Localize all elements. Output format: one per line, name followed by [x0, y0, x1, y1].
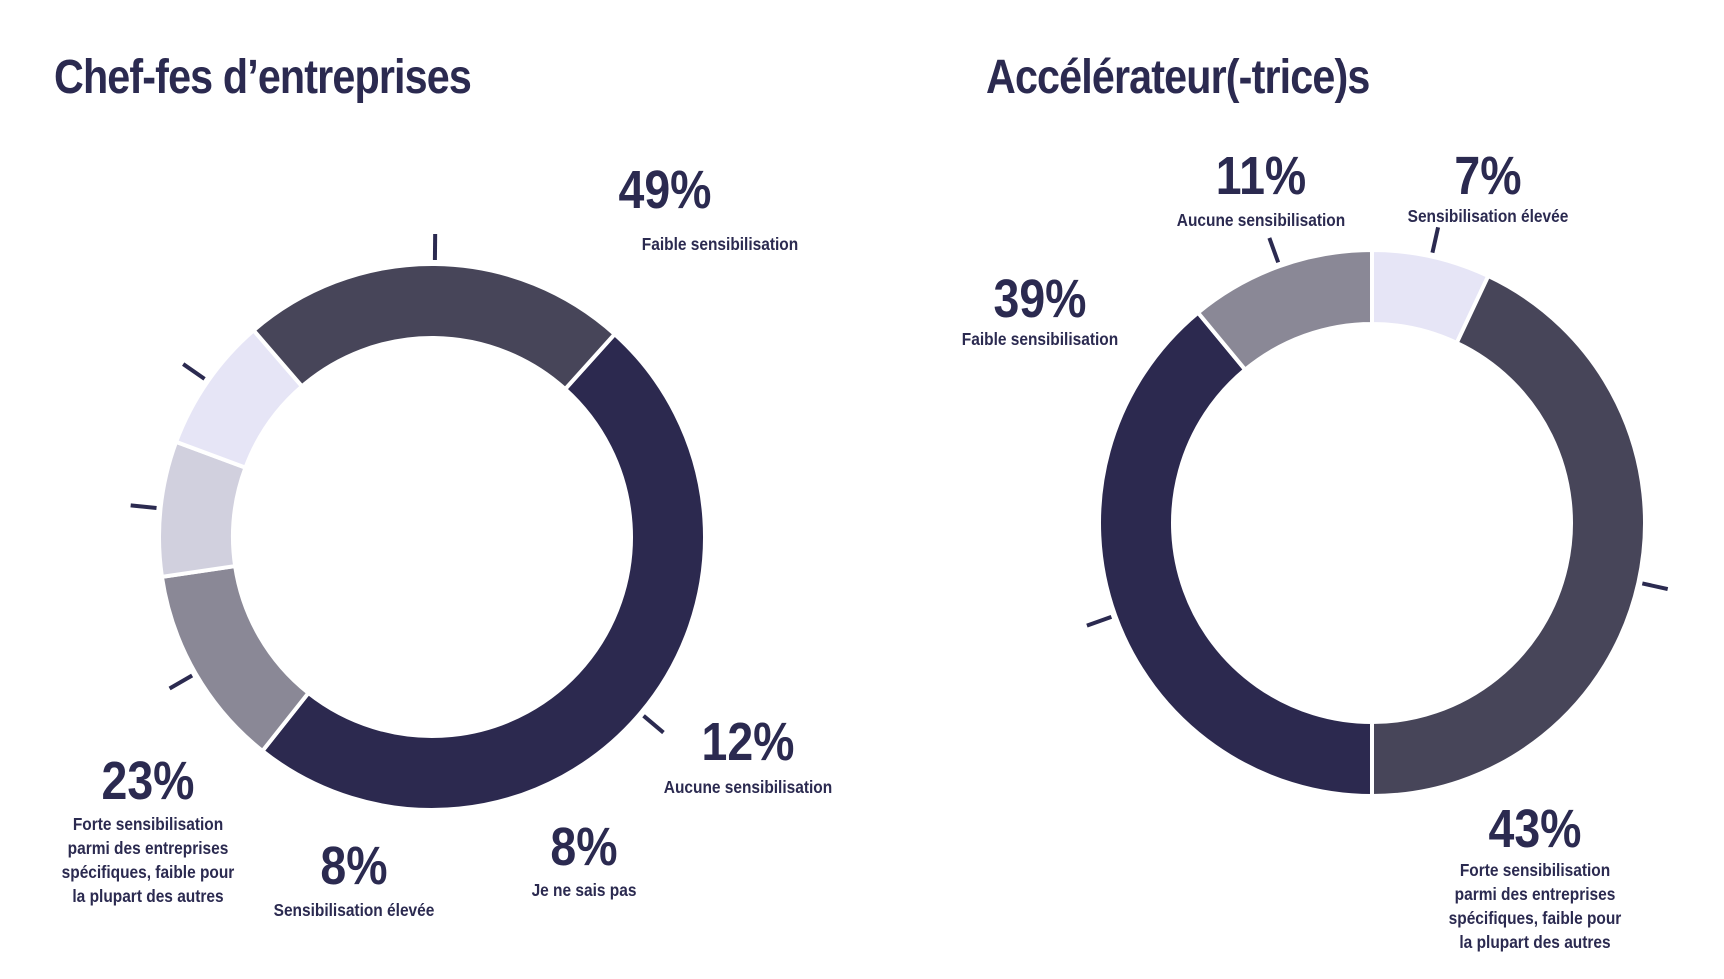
leader-line-chefs-je-ne	[130, 503, 157, 511]
category-label-accelerateurs-faible-sensibilisation: Faible sensibilisation	[962, 329, 1118, 349]
donut-chart-accelerateurs: 7%Sensibilisation élevée 43%Forte sensibi…	[962, 145, 1669, 952]
value-label-accelerateurs-forte-sensibilisation: 43%	[1489, 798, 1582, 859]
value-label-accelerateurs-aucune-sensibilisation: 11%	[1216, 145, 1306, 206]
value-label-accelerateurs-faible-sensibilisation: 39%	[994, 268, 1087, 329]
category-label-chefs-forte-sensibilisation: Forte sensibilisation	[73, 814, 223, 834]
category-label-chefs-faible-sensibilisation: Faible sensibilisation	[642, 234, 798, 254]
slice-accelerateurs-aucune-sensibilisation	[1195, 247, 1374, 373]
leader-line-accelerateurs-forte-sensibilisation	[1641, 581, 1669, 592]
slice-chefs-aucune-sensibilisation	[159, 563, 312, 754]
category-label-accelerateurs-aucune-sensibilisation: Aucune sensibilisation	[1177, 210, 1345, 230]
value-label-chefs-forte-sensibilisation: 23%	[102, 750, 195, 811]
category-label-accelerateurs-forte-sensibilisation: parmi des entreprises	[1455, 884, 1616, 904]
value-label-chefs-faible-sensibilisation: 49%	[619, 159, 712, 220]
slice-accelerateurs-forte-sensibilisation	[1370, 273, 1647, 799]
category-label-chefs-forte-sensibilisation: parmi des entreprises	[68, 838, 229, 858]
category-label-chefs-forte-sensibilisation: spécifiques, faible pour	[62, 862, 235, 882]
leader-line-accelerateurs-sensibilisation-elevee	[1430, 226, 1441, 254]
value-label-accelerateurs-sensibilisation-elevee: 7%	[1454, 145, 1521, 206]
category-label-chefs-je-ne: Je ne sais pas	[532, 880, 637, 900]
category-label-chefs-forte-sensibilisation: la plupart des autres	[72, 886, 223, 906]
category-label-chefs-sensibilisation-elevee: Sensibilisation élevée	[274, 900, 435, 920]
slice-accelerateurs-faible-sensibilisation	[1097, 309, 1374, 799]
leader-line-accelerateurs-aucune-sensibilisation	[1267, 237, 1281, 264]
chart-title-accelerateurs: Accélérateur(-trice)s	[986, 51, 1370, 104]
leader-line-chefs-faible-sensibilisation	[642, 714, 665, 735]
leader-line-chefs-sensibilisation-elevee	[182, 362, 206, 381]
category-label-accelerateurs-sensibilisation-elevee: Sensibilisation élevée	[1408, 206, 1569, 226]
slice-chefs-forte-sensibilisation	[250, 262, 618, 392]
value-label-chefs-aucune-sensibilisation: 12%	[702, 711, 795, 772]
chart-title-chefs: Chef-fes d’entreprises	[54, 51, 472, 104]
value-label-chefs-sensibilisation-elevee: 8%	[320, 835, 387, 896]
leader-line-chefs-aucune-sensibilisation	[168, 673, 194, 691]
value-label-chefs-je-ne: 8%	[550, 816, 617, 877]
category-label-accelerateurs-forte-sensibilisation: Forte sensibilisation	[1460, 860, 1610, 880]
slice-chefs-faible-sensibilisation	[259, 331, 707, 812]
category-label-accelerateurs-forte-sensibilisation: la plupart des autres	[1459, 932, 1610, 952]
category-label-accelerateurs-forte-sensibilisation: spécifiques, faible pour	[1449, 908, 1622, 928]
category-label-chefs-aucune-sensibilisation: Aucune sensibilisation	[664, 777, 832, 797]
donut-chart-chefs: 49% Faible sensibilisation 12% Aucune sensi…	[62, 159, 833, 921]
leader-line-accelerateurs-faible-sensibilisation	[1086, 614, 1113, 628]
